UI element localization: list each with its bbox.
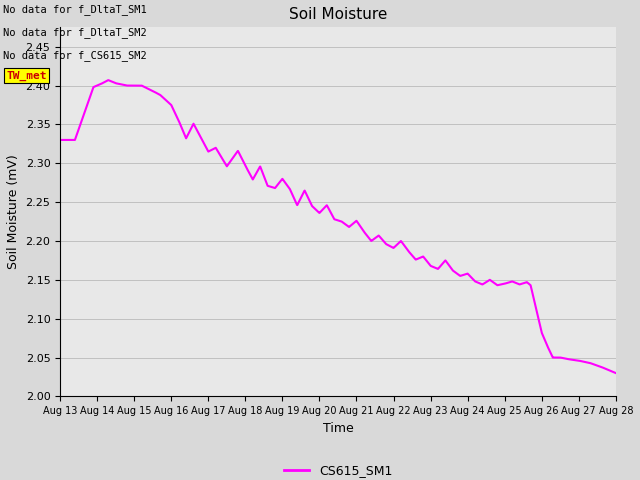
- Text: No data for f_DltaT_SM1: No data for f_DltaT_SM1: [3, 4, 147, 15]
- Text: No data for f_CS615_SM2: No data for f_CS615_SM2: [3, 50, 147, 61]
- Legend: CS615_SM1: CS615_SM1: [279, 459, 397, 480]
- Y-axis label: Soil Moisture (mV): Soil Moisture (mV): [7, 155, 20, 269]
- Text: No data for f_DltaT_SM2: No data for f_DltaT_SM2: [3, 27, 147, 38]
- X-axis label: Time: Time: [323, 421, 353, 435]
- Text: TW_met: TW_met: [6, 71, 47, 81]
- Title: Soil Moisture: Soil Moisture: [289, 7, 387, 22]
